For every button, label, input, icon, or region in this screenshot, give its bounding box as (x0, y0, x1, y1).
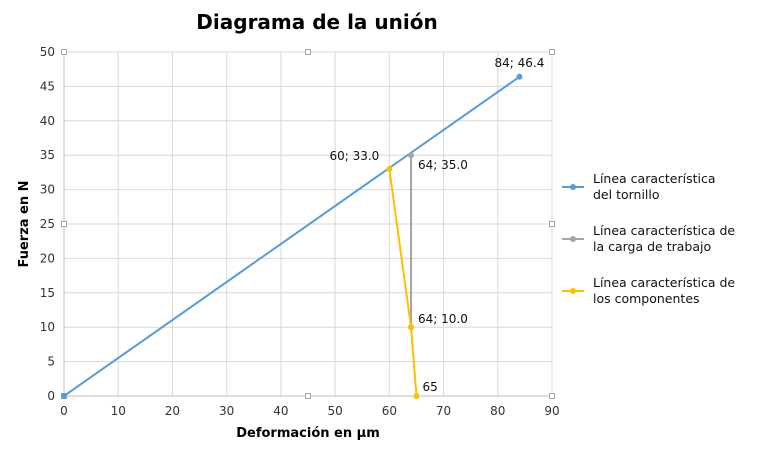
y-tick-label: 30 (40, 183, 55, 197)
series-point-0 (61, 393, 67, 399)
y-tick-label: 25 (40, 217, 55, 231)
frame-handle (549, 49, 555, 55)
legend-entry-label: la carga de trabajo (593, 239, 711, 254)
x-tick-label: 30 (219, 404, 234, 418)
y-tick-label: 45 (40, 79, 55, 93)
chart-title: Diagrama de la unión (196, 10, 437, 34)
x-tick-label: 0 (60, 404, 68, 418)
data-label: 64; 35.0 (418, 158, 468, 172)
y-tick-label: 35 (40, 148, 55, 162)
data-label: 65 (422, 380, 437, 394)
frame-handle (305, 49, 311, 55)
data-label: 64; 10.0 (418, 312, 468, 326)
x-tick-label: 60 (382, 404, 397, 418)
series-lines (61, 73, 523, 399)
frame-handle (61, 49, 67, 55)
y-tick-label: 5 (47, 355, 55, 369)
series-point-2 (408, 324, 415, 331)
x-tick-label: 70 (436, 404, 451, 418)
y-tick-label: 0 (47, 389, 55, 403)
x-tick-label: 50 (327, 404, 342, 418)
y-axis-label: Fuerza en N (17, 180, 32, 267)
series-line-0 (63, 75, 521, 397)
data-label: 60; 33.0 (329, 149, 379, 163)
frame-handle (61, 221, 67, 227)
legend-marker (570, 236, 576, 242)
frame-handle (549, 221, 555, 227)
y-tick-label: 40 (40, 114, 55, 128)
plot-area (61, 49, 555, 399)
y-tick-label: 20 (40, 251, 55, 265)
x-axis-label: Deformación en µm (236, 426, 380, 441)
frame-handle (549, 393, 555, 399)
legend-entry-label: Línea característica de (593, 275, 735, 290)
series-point-0 (516, 73, 523, 80)
x-tick-label: 80 (490, 404, 505, 418)
y-tick-label: 50 (40, 45, 55, 59)
y-tick-label: 10 (40, 320, 55, 334)
series-point-2 (413, 393, 420, 399)
legend-marker (570, 288, 576, 294)
x-tick-label: 90 (544, 404, 559, 418)
legend-entry-label: los componentes (593, 291, 700, 306)
y-axis-ticks: 0 5 10 15 20 25 30 35 40 45 50 (40, 45, 55, 403)
series-point-2 (386, 165, 393, 172)
x-tick-label: 10 (111, 404, 126, 418)
series-point-1 (408, 152, 415, 159)
x-tick-label: 20 (165, 404, 180, 418)
legend-entry-label: del tornillo (593, 187, 660, 202)
data-labels: 84; 46.4 64; 35.0 60; 33.0 64; 10.0 65 (329, 56, 544, 394)
x-axis-ticks: 0 10 20 30 40 50 60 70 80 90 (60, 404, 559, 418)
legend-entry-label: Línea característica de (593, 223, 735, 238)
y-tick-label: 15 (40, 286, 55, 300)
frame-handle (305, 393, 311, 399)
legend-marker (570, 184, 576, 190)
data-label: 84; 46.4 (495, 56, 545, 70)
legend-entry-label: Línea característica (593, 171, 716, 186)
x-tick-label: 40 (273, 404, 288, 418)
